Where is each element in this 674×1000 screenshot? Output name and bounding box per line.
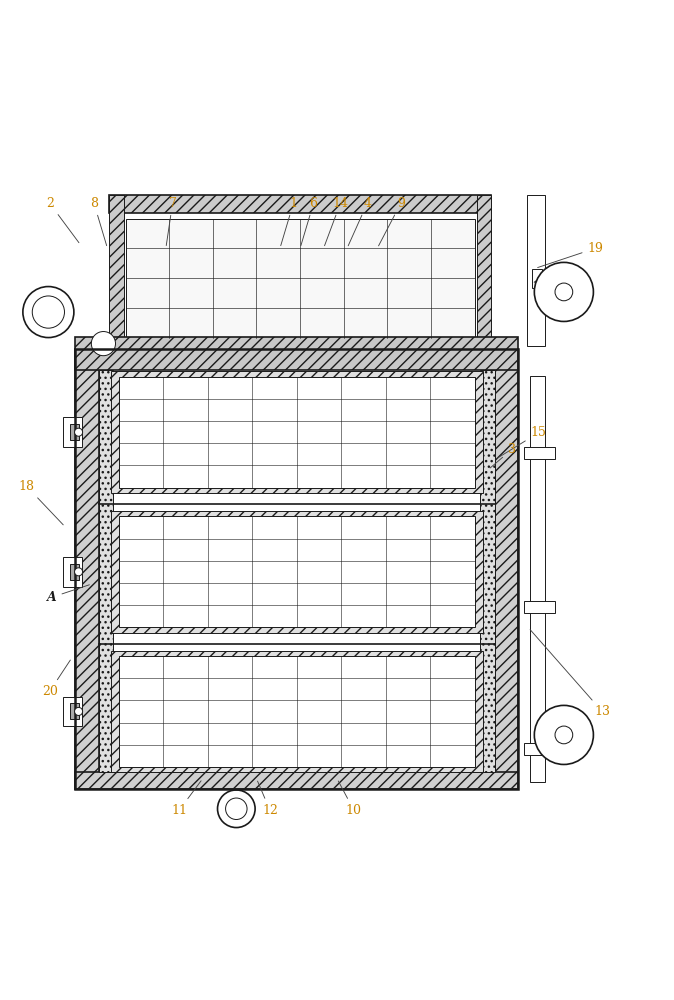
Text: 19: 19 — [538, 242, 603, 268]
Circle shape — [75, 428, 83, 436]
Bar — [109, 340, 491, 346]
Circle shape — [555, 283, 573, 301]
Text: A: A — [47, 585, 90, 604]
Text: 15: 15 — [497, 426, 547, 458]
Bar — [480, 370, 495, 772]
Text: 18: 18 — [19, 480, 63, 525]
Bar — [111, 511, 483, 633]
Text: 20: 20 — [42, 660, 70, 698]
Bar — [119, 377, 474, 488]
Text: 3: 3 — [490, 443, 516, 468]
Circle shape — [92, 332, 115, 356]
Text: 13: 13 — [530, 630, 610, 718]
Circle shape — [534, 705, 593, 764]
Bar — [109, 195, 123, 346]
Text: 2: 2 — [46, 197, 79, 243]
Circle shape — [23, 287, 74, 338]
Text: 10: 10 — [338, 781, 362, 817]
Text: 14: 14 — [325, 197, 348, 246]
Text: 6: 6 — [301, 197, 317, 246]
Bar — [98, 370, 113, 772]
Bar — [527, 195, 545, 346]
Bar — [63, 417, 82, 447]
Bar — [543, 277, 563, 307]
Circle shape — [534, 262, 593, 321]
Bar — [524, 743, 555, 755]
Text: 4: 4 — [348, 197, 371, 246]
Bar — [75, 349, 98, 789]
Bar — [111, 651, 483, 772]
Text: 7: 7 — [166, 197, 177, 246]
Bar — [109, 195, 491, 213]
Circle shape — [75, 568, 83, 576]
Circle shape — [75, 707, 83, 715]
Bar — [75, 337, 518, 370]
Circle shape — [32, 296, 65, 328]
Bar — [63, 697, 82, 726]
Bar — [70, 424, 80, 440]
Bar — [524, 447, 555, 459]
Bar — [543, 720, 563, 750]
Bar — [125, 219, 474, 338]
Bar — [75, 349, 518, 789]
Bar — [477, 195, 491, 346]
Bar — [75, 772, 518, 789]
Bar — [524, 601, 555, 613]
Bar — [495, 349, 518, 789]
Bar — [119, 516, 474, 627]
Text: 8: 8 — [90, 197, 106, 246]
Bar — [111, 371, 483, 493]
Bar — [119, 656, 474, 767]
Bar — [63, 557, 82, 587]
Text: 9: 9 — [379, 197, 404, 246]
Bar — [70, 564, 80, 580]
Text: 11: 11 — [171, 781, 201, 817]
Circle shape — [226, 798, 247, 820]
Text: 12: 12 — [257, 781, 278, 817]
Text: 1: 1 — [281, 197, 297, 246]
Bar — [70, 703, 80, 719]
Bar — [530, 376, 545, 782]
Circle shape — [218, 790, 255, 828]
Circle shape — [555, 726, 573, 744]
Bar — [532, 269, 543, 288]
